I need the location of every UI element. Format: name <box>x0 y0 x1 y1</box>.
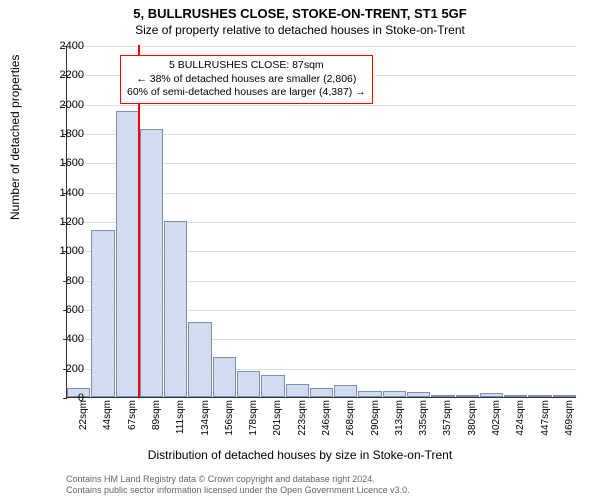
xtick-label: 246sqm <box>321 400 332 450</box>
histogram-bar <box>504 395 527 397</box>
histogram-bar <box>286 384 309 397</box>
histogram-bar <box>188 322 211 397</box>
ytick-label: 1000 <box>44 245 84 257</box>
ytick-label: 2000 <box>44 99 84 111</box>
xtick-label: 402sqm <box>491 400 502 450</box>
gridline <box>67 105 576 106</box>
xtick-label: 22sqm <box>78 400 89 450</box>
annotation-box: 5 BULLRUSHES CLOSE: 87sqm← 38% of detach… <box>120 55 373 104</box>
histogram-bar <box>261 375 284 397</box>
ytick-label: 600 <box>44 304 84 316</box>
xtick-label: 201sqm <box>272 400 283 450</box>
xtick-label: 156sqm <box>224 400 235 450</box>
xtick-label: 424sqm <box>515 400 526 450</box>
ytick-label: 1400 <box>44 187 84 199</box>
annotation-line3: 60% of semi-detached houses are larger (… <box>127 86 366 100</box>
histogram-bar <box>213 357 236 397</box>
footer-attribution: Contains HM Land Registry data © Crown c… <box>66 474 410 496</box>
xtick-label: 469sqm <box>564 400 575 450</box>
ytick-label: 1800 <box>44 128 84 140</box>
annotation-line2: ← 38% of detached houses are smaller (2,… <box>127 73 366 87</box>
histogram-bar <box>528 395 551 397</box>
xtick-label: 313sqm <box>394 400 405 450</box>
histogram-bar <box>310 388 333 397</box>
footer-line2: Contains public sector information licen… <box>66 485 410 496</box>
histogram-bar <box>140 129 163 397</box>
xtick-label: 178sqm <box>248 400 259 450</box>
chart-title-sub: Size of property relative to detached ho… <box>0 21 600 37</box>
ytick-label: 1600 <box>44 157 84 169</box>
xtick-label: 380sqm <box>467 400 478 450</box>
xtick-label: 67sqm <box>127 400 138 450</box>
gridline <box>67 46 576 47</box>
xtick-label: 134sqm <box>200 400 211 450</box>
xtick-label: 89sqm <box>151 400 162 450</box>
y-axis-label: Number of detached properties <box>8 55 22 220</box>
histogram-bar <box>116 111 139 397</box>
histogram-bar <box>456 395 479 397</box>
ytick-label: 2400 <box>44 40 84 52</box>
xtick-label: 357sqm <box>442 400 453 450</box>
xtick-label: 111sqm <box>175 400 186 450</box>
histogram-bar <box>358 391 381 397</box>
xtick-label: 335sqm <box>418 400 429 450</box>
histogram-bar <box>383 391 406 397</box>
chart-title-main: 5, BULLRUSHES CLOSE, STOKE-ON-TRENT, ST1… <box>0 0 600 21</box>
histogram-bar <box>480 393 503 397</box>
ytick-label: 400 <box>44 333 84 345</box>
histogram-bar <box>431 395 454 397</box>
histogram-bar <box>237 371 260 397</box>
x-axis-label: Distribution of detached houses by size … <box>0 448 600 462</box>
xtick-label: 447sqm <box>540 400 551 450</box>
xtick-label: 44sqm <box>102 400 113 450</box>
histogram-bar <box>553 395 576 397</box>
histogram-bar <box>334 385 357 397</box>
histogram-bar <box>407 392 430 397</box>
xtick-label: 223sqm <box>297 400 308 450</box>
annotation-line1: 5 BULLRUSHES CLOSE: 87sqm <box>127 59 366 73</box>
footer-line1: Contains HM Land Registry data © Crown c… <box>66 474 410 485</box>
histogram-bar <box>91 230 114 397</box>
ytick-label: 200 <box>44 363 84 375</box>
histogram-bar <box>164 221 187 397</box>
ytick-label: 1200 <box>44 216 84 228</box>
ytick-label: 2200 <box>44 69 84 81</box>
ytick-label: 800 <box>44 275 84 287</box>
xtick-label: 268sqm <box>345 400 356 450</box>
xtick-label: 290sqm <box>370 400 381 450</box>
